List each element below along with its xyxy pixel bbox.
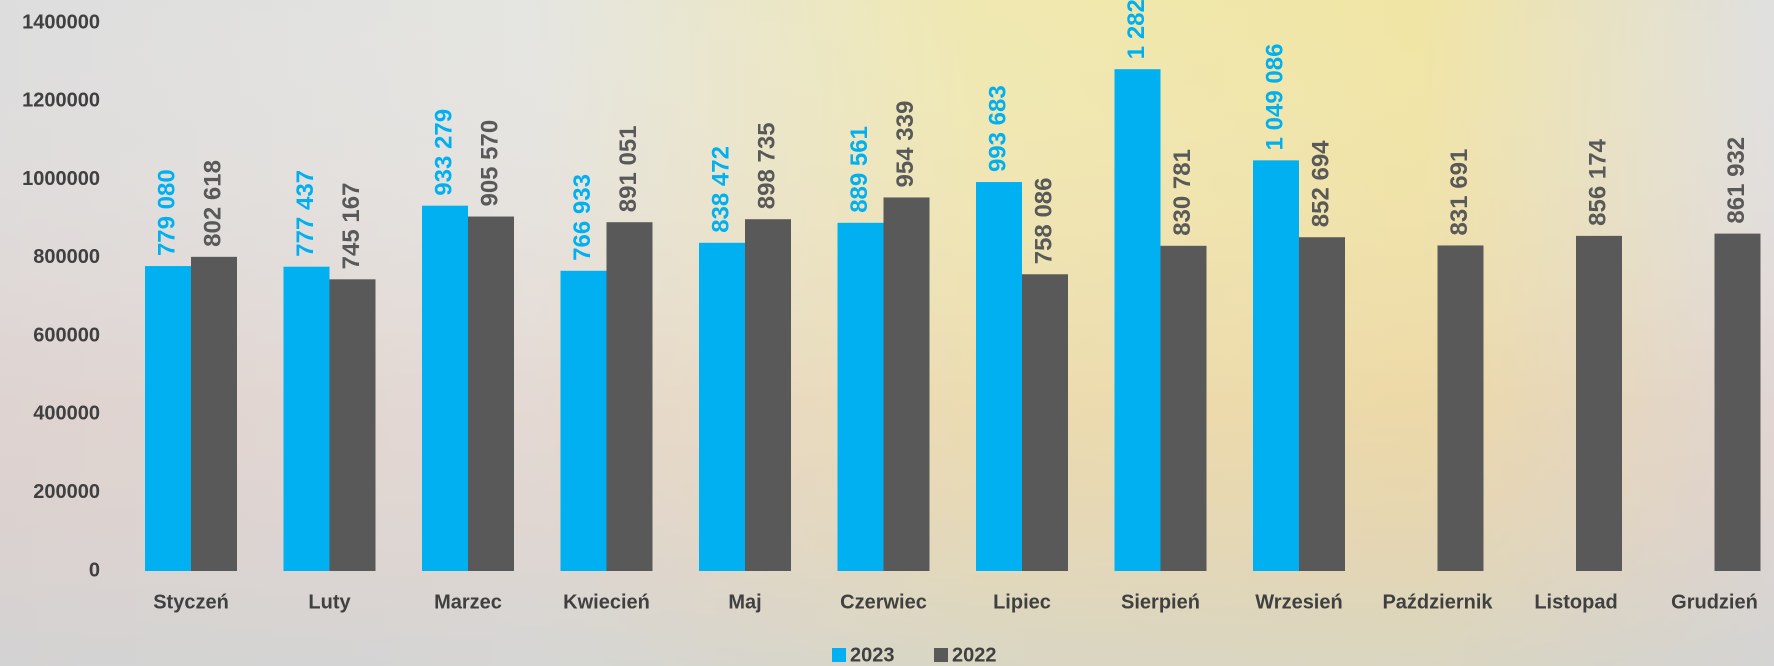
- y-tick-label: 1000000: [22, 168, 100, 190]
- x-tick-label: Czerwiec: [840, 591, 927, 613]
- value-label: 777 437: [292, 170, 319, 257]
- bar: [422, 206, 468, 571]
- value-label: 889 561: [846, 126, 873, 213]
- value-label: 891 051: [615, 125, 642, 212]
- value-label: 838 472: [707, 146, 734, 233]
- value-label: 779 080: [153, 169, 180, 256]
- bar: [191, 257, 237, 571]
- bar: [561, 271, 607, 571]
- value-label: 831 691: [1446, 149, 1473, 236]
- y-tick-label: 200000: [33, 481, 100, 503]
- x-tick-label: Styczeń: [153, 591, 229, 613]
- legend-label: 2023: [850, 644, 895, 666]
- value-label: 898 735: [753, 122, 780, 209]
- x-tick-label: Wrzesień: [1255, 591, 1342, 613]
- y-tick-label: 800000: [33, 246, 100, 268]
- value-label: 1 049 086: [1261, 44, 1288, 151]
- value-label: 993 683: [984, 85, 1011, 172]
- bar: [976, 182, 1022, 571]
- bar: [1576, 236, 1622, 571]
- bar: [145, 266, 191, 571]
- x-tick-label: Marzec: [434, 591, 502, 613]
- bar: [1299, 237, 1345, 571]
- legend-label: 2022: [952, 644, 997, 666]
- bar: [838, 223, 884, 571]
- x-tick-label: Październik: [1382, 591, 1493, 613]
- value-label: 745 167: [338, 183, 365, 270]
- value-label: 758 086: [1030, 177, 1057, 264]
- x-tick-label: Grudzień: [1671, 591, 1758, 613]
- x-tick-label: Kwiecień: [563, 591, 650, 613]
- x-tick-label: Sierpień: [1121, 591, 1200, 613]
- x-tick-label: Maj: [728, 591, 761, 613]
- bar: [330, 279, 376, 571]
- value-label: 954 339: [892, 101, 919, 188]
- x-tick-label: Lipiec: [993, 591, 1051, 613]
- bar: [1438, 245, 1484, 571]
- y-tick-label: 0: [89, 559, 100, 581]
- bar: [1022, 274, 1068, 571]
- value-label: 852 694: [1307, 140, 1334, 227]
- bar: [284, 267, 330, 571]
- value-label: 1 282 000: [1123, 0, 1150, 59]
- bar: [1715, 234, 1761, 571]
- value-label: 861 932: [1723, 137, 1750, 224]
- y-tick-label: 600000: [33, 324, 100, 346]
- page: 0 200000 400000 600000 800000 1000000 1200000 1…: [0, 0, 1774, 666]
- bar: [1115, 69, 1161, 571]
- value-label: 856 174: [1584, 138, 1611, 225]
- bar: [745, 219, 791, 571]
- bar: [1253, 160, 1299, 571]
- y-tick-label: 1200000: [22, 90, 100, 112]
- bar: [699, 243, 745, 571]
- value-label: 766 933: [569, 174, 596, 261]
- bar: [607, 222, 653, 571]
- y-tick-label: 1400000: [22, 11, 100, 33]
- bar: [884, 197, 930, 571]
- value-label: 830 781: [1169, 149, 1196, 236]
- x-tick-label: Luty: [308, 591, 351, 613]
- y-tick-label: 400000: [33, 403, 100, 425]
- value-label: 905 570: [476, 120, 503, 207]
- bar: [468, 217, 514, 571]
- value-label: 802 618: [199, 160, 226, 247]
- bar: [1161, 246, 1207, 571]
- legend-swatch: [934, 648, 948, 662]
- chart: 0 200000 400000 600000 800000 1000000 1200000 1…: [0, 0, 1774, 666]
- legend-swatch: [832, 648, 846, 662]
- x-tick-label: Listopad: [1534, 591, 1617, 613]
- value-label: 933 279: [430, 109, 457, 196]
